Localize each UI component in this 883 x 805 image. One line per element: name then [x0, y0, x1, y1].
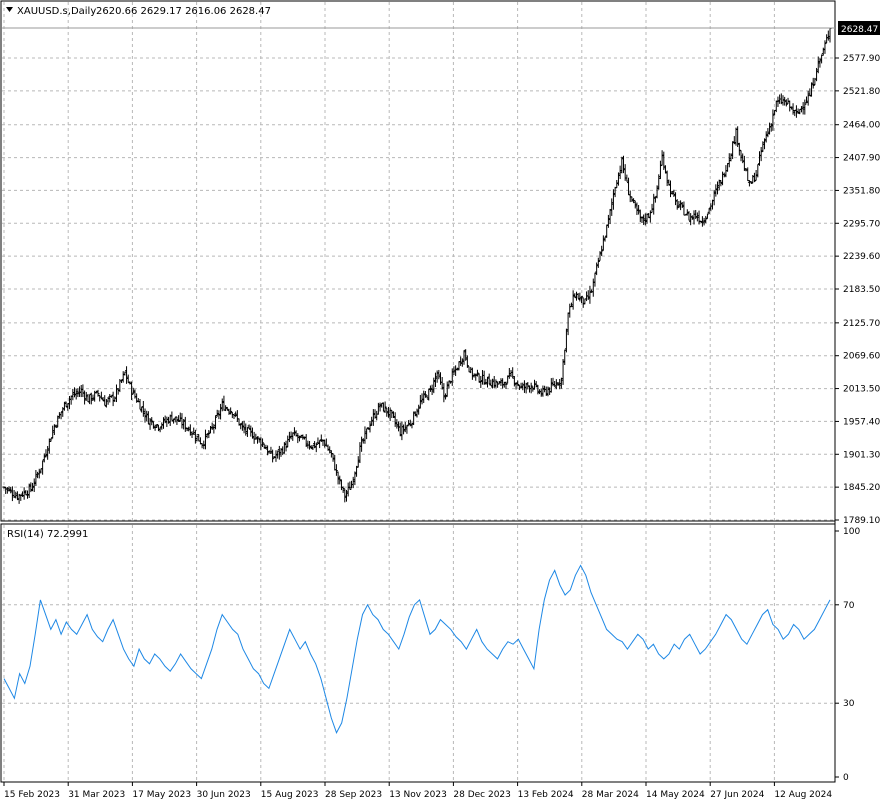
ohlc-bar	[447, 380, 451, 389]
ohlc-bar	[256, 436, 260, 444]
price-bars	[2, 27, 832, 504]
time-tick-label: 27 Jun 2024	[710, 790, 764, 800]
rsi-axis: 100 70 30 0	[835, 527, 860, 783]
ohlc-bar	[494, 379, 498, 388]
price-tick-label: 2013.50	[843, 385, 880, 395]
ohlc-bar	[803, 99, 807, 115]
ohlc-readout: 2620.66 2629.17 2616.06 2628.47	[96, 6, 271, 17]
rsi-tick-label: 70	[843, 601, 855, 611]
time-tick-label: 28 Mar 2024	[582, 790, 639, 800]
ohlc-bar	[638, 209, 642, 223]
ohlc-bar	[49, 438, 53, 442]
ohlc-bar	[475, 369, 479, 377]
ohlc-bar	[207, 430, 211, 439]
ohlc-bar	[704, 215, 708, 224]
time-tick-label: 17 May 2023	[132, 790, 191, 800]
ohlc-bar	[749, 181, 753, 184]
ohlc-bar	[341, 486, 345, 493]
ohlc-bar	[348, 481, 352, 490]
price-tick-label: 2521.80	[843, 87, 880, 97]
chevron-down-icon[interactable]	[6, 7, 13, 12]
price-tick-label: 1957.40	[843, 417, 880, 427]
current-price-label: 2628.47	[841, 25, 878, 35]
price-tick-label: 2295.70	[843, 219, 880, 229]
ohlc-bar	[17, 493, 21, 504]
price-tick-label: 1901.30	[843, 450, 880, 460]
price-tick-label: 2239.60	[843, 252, 880, 262]
ohlc-bar	[529, 382, 533, 394]
ohlc-bar	[229, 407, 233, 415]
price-axis: 2577.90 2521.80 2464.00 2407.90 2351.80 2295.…	[835, 54, 880, 526]
time-tick-label: 12 Aug 2024	[774, 790, 832, 800]
ohlc-bar	[155, 424, 159, 428]
price-tick-label: 2125.70	[843, 319, 880, 329]
ohlc-bar	[784, 99, 788, 107]
price-tick-label: 1789.10	[843, 516, 880, 526]
time-tick-label: 28 Dec 2023	[453, 790, 511, 800]
rsi-series-line	[3, 564, 831, 734]
price-tick-label: 2464.00	[843, 121, 880, 131]
price-tick-label: 2577.90	[843, 54, 880, 64]
symbol-label: XAUUSD.s,Daily	[17, 6, 96, 17]
time-tick-label: 31 Mar 2023	[68, 790, 125, 800]
rsi-label: RSI(14) 72.2991	[7, 529, 88, 540]
time-tick-label: 28 Sep 2023	[325, 790, 382, 800]
ohlc-bar	[266, 445, 270, 456]
price-tick-label: 2351.80	[843, 186, 880, 196]
ohlc-bar	[383, 401, 387, 413]
time-tick-label: 15 Feb 2023	[4, 790, 60, 800]
ohlc-bar	[806, 90, 810, 106]
ohlc-bar	[405, 424, 409, 434]
price-tick-label: 1845.20	[843, 483, 880, 493]
price-tick-label: 2407.90	[843, 154, 880, 164]
ohlc-bar	[150, 417, 154, 426]
ohlc-bar	[504, 381, 508, 389]
ohlc-bar	[314, 442, 318, 453]
ohlc-bar	[580, 295, 584, 304]
ohlc-bar	[632, 198, 636, 204]
ohlc-bar	[334, 464, 338, 476]
ohlc-bar	[261, 438, 265, 447]
rsi-line	[3, 564, 831, 734]
time-axis: 15 Feb 2023 31 Mar 2023 17 May 2023 30 Jun …	[3, 782, 832, 800]
time-tick-label: 14 May 2024	[646, 790, 705, 800]
time-tick-label: 13 Nov 2023	[389, 790, 447, 800]
price-tick-label: 2183.50	[843, 285, 880, 295]
ohlc-bar	[516, 380, 520, 386]
time-tick-label: 15 Aug 2023	[261, 790, 319, 800]
ohlc-bar	[465, 355, 469, 368]
ohlc-bar	[271, 449, 275, 463]
price-tick-label: 2069.60	[843, 352, 880, 362]
ohlc-bar	[596, 257, 600, 268]
rsi-tick-label: 0	[843, 773, 849, 783]
ohlc-bar	[811, 77, 815, 89]
time-tick-label: 30 Jun 2023	[197, 790, 251, 800]
ohlc-bar	[284, 440, 288, 452]
ohlc-bar	[96, 389, 100, 397]
current-price-tag	[838, 21, 880, 35]
ohlc-bar	[823, 40, 827, 54]
ohlc-bar	[752, 172, 756, 183]
time-tick-label: 13 Feb 2024	[518, 790, 574, 800]
rsi-tick-label: 100	[843, 527, 860, 537]
ohlc-bar	[600, 245, 604, 257]
rsi-tick-label: 30	[843, 699, 855, 709]
ohlc-bar	[214, 415, 218, 430]
ohlc-bar	[423, 391, 427, 398]
